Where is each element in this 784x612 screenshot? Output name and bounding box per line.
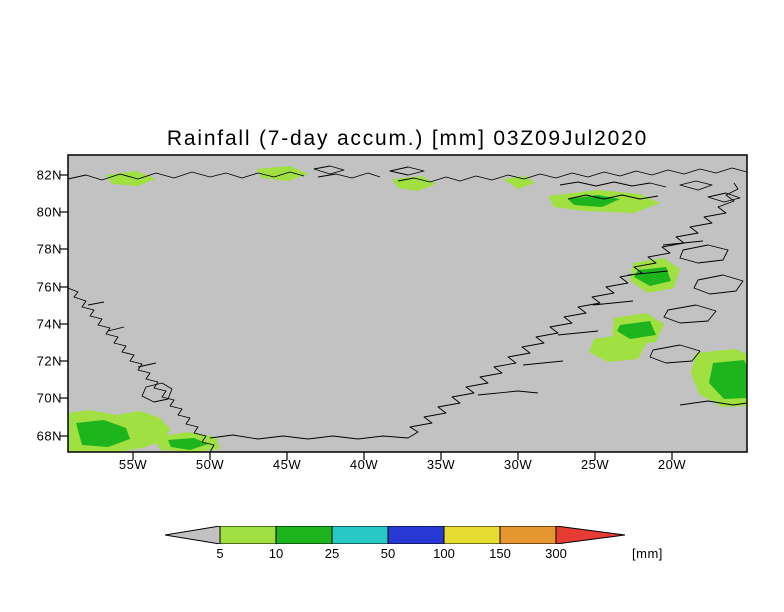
y-tick-label: 70N [36, 390, 62, 406]
colorbar-segment-lt5 [165, 526, 221, 544]
x-tick-label: 30W [503, 457, 533, 472]
map-frame [67, 154, 748, 453]
colorbar-segment-25-50 [331, 526, 389, 544]
colorbar-level-label: 10 [268, 546, 284, 561]
y-tick-label: 68N [36, 428, 62, 444]
x-tick-label: 50W [195, 457, 225, 472]
colorbar-segment-100-150 [443, 526, 501, 544]
colorbar-segment-gt300 [555, 526, 625, 544]
x-tick-label: 45W [272, 457, 302, 472]
axis-ticks [60, 174, 673, 460]
x-tick-label: 20W [657, 457, 687, 472]
y-tick-label: 78N [36, 241, 62, 257]
colorbar-segment-10-25 [275, 526, 333, 544]
map-plot [60, 154, 748, 460]
colorbar-segment-50-100 [387, 526, 445, 544]
y-tick-label: 72N [36, 353, 62, 369]
colorbar-level-label: 50 [380, 546, 396, 561]
colorbar [165, 526, 625, 544]
x-tick-label: 55W [118, 457, 148, 472]
coastlines [67, 165, 748, 453]
colorbar-level-label: 300 [545, 546, 567, 561]
colorbar-level-label: 25 [324, 546, 340, 561]
y-tick-label: 82N [36, 167, 62, 183]
rain-patches-green [76, 195, 747, 450]
colorbar-level-label: 5 [216, 546, 224, 561]
colorbar-segment-5-10 [219, 526, 277, 544]
x-tick-label: 35W [426, 457, 456, 472]
colorbar-segment-150-300 [499, 526, 557, 544]
chart-title: Rainfall (7-day accum.) [mm] 03Z09Jul202… [166, 127, 649, 150]
x-tick-label: 25W [580, 457, 610, 472]
colorbar-level-label: 150 [489, 546, 511, 561]
y-tick-label: 80N [36, 204, 62, 220]
colorbar-units-label: [mm] [632, 546, 663, 561]
colorbar-level-label: 100 [433, 546, 455, 561]
y-tick-label: 76N [36, 279, 62, 295]
x-tick-label: 40W [349, 457, 379, 472]
y-tick-label: 74N [36, 316, 62, 332]
